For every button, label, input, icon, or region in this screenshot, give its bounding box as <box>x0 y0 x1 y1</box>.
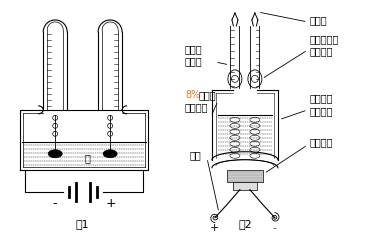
Ellipse shape <box>103 150 117 158</box>
Ellipse shape <box>230 147 240 152</box>
Text: -: - <box>53 197 57 210</box>
Text: 尖嘴管: 尖嘴管 <box>310 15 327 25</box>
Text: +: + <box>210 223 220 233</box>
Ellipse shape <box>248 70 262 88</box>
Bar <box>233 182 257 190</box>
Text: 注射针头: 注射针头 <box>310 137 333 147</box>
Ellipse shape <box>250 153 260 158</box>
Ellipse shape <box>250 147 260 152</box>
Text: 8%: 8% <box>185 90 200 100</box>
Ellipse shape <box>230 141 240 146</box>
Text: -: - <box>273 223 277 233</box>
Text: 水: 水 <box>85 153 91 163</box>
Ellipse shape <box>230 135 240 140</box>
Text: 含玻璃小球
的橡皮管: 含玻璃小球 的橡皮管 <box>310 34 339 56</box>
Ellipse shape <box>228 70 242 88</box>
Ellipse shape <box>250 135 260 140</box>
Ellipse shape <box>250 117 260 122</box>
Circle shape <box>251 75 258 82</box>
Ellipse shape <box>250 141 260 146</box>
Ellipse shape <box>48 150 62 158</box>
Text: 图2: 图2 <box>238 219 252 229</box>
Ellipse shape <box>230 153 240 158</box>
Text: 的氢氧: 的氢氧 <box>199 90 216 100</box>
Text: 截取底部
的塑料瓶: 截取底部 的塑料瓶 <box>310 94 333 116</box>
Ellipse shape <box>230 117 240 122</box>
Bar <box>227 170 263 182</box>
Text: 改进的
移液管: 改进的 移液管 <box>185 44 203 66</box>
Text: 导线: 导线 <box>190 150 202 160</box>
Text: 化钠溶液: 化钠溶液 <box>185 102 208 112</box>
Ellipse shape <box>250 129 260 134</box>
Text: +: + <box>105 197 116 210</box>
Ellipse shape <box>230 123 240 128</box>
Ellipse shape <box>230 129 240 134</box>
Text: 图1: 图1 <box>76 219 89 229</box>
Ellipse shape <box>250 123 260 128</box>
Circle shape <box>231 75 238 82</box>
